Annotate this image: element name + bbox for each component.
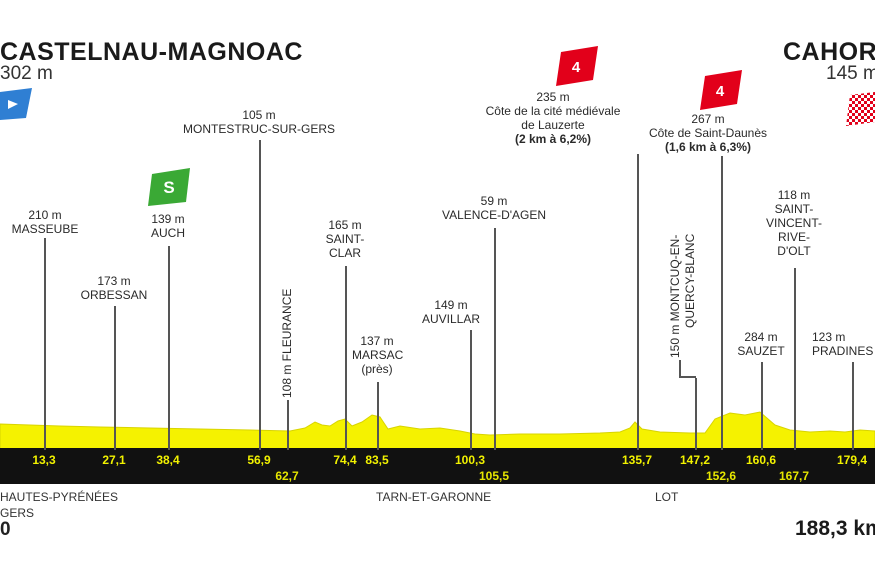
climb-cat4-badge-icon: 4	[556, 46, 598, 86]
km-marker: 38,4	[156, 453, 180, 467]
start-km: 0	[0, 519, 11, 540]
region-hautes-pyrenees: HAUTES-PYRÉNÉES	[0, 490, 119, 504]
km-marker: 100,3	[454, 453, 486, 467]
marker-line	[637, 154, 639, 450]
elevation-profile	[0, 411, 875, 451]
auch-label: 139 m AUCH	[150, 212, 185, 240]
km-marker: 83,5	[365, 453, 389, 467]
sprint-badge-icon: S	[148, 168, 190, 206]
pradines-label: 123 m PRADINES	[812, 330, 874, 358]
total-distance: 188,3 km	[795, 517, 875, 540]
montestruc-label: 105 m MONTESTRUC-SUR-GERS	[183, 108, 335, 136]
marker-line	[287, 400, 289, 450]
marker-line	[794, 268, 796, 450]
marker-line	[695, 378, 697, 450]
marker-line	[679, 360, 681, 378]
saint-daunes-label: 267 m Côte de Saint-Daunès (1,6 km à 6,3…	[648, 112, 768, 154]
km-marker: 74,4	[333, 453, 357, 467]
distance-band	[0, 448, 875, 484]
km-marker: 152,6	[705, 469, 737, 483]
region-gers: GERS	[0, 506, 35, 520]
km-marker: 56,9	[247, 453, 271, 467]
montcuq-label-1: 150 m MONTCUQ-EN-	[668, 234, 682, 358]
start-altitude: 302 m	[0, 63, 53, 84]
start-flag-icon	[0, 88, 32, 120]
marker-line	[721, 156, 723, 450]
region-lot: LOT	[655, 490, 679, 504]
montcuq-label-2: QUERCY-BLANC	[683, 233, 697, 328]
marker-line	[470, 330, 472, 450]
svg-text:4: 4	[716, 83, 725, 100]
marker-line	[168, 246, 170, 450]
sauzet-label: 284 m SAUZET	[737, 330, 785, 358]
km-marker: 27,1	[102, 453, 126, 467]
km-marker: 62,7	[275, 469, 299, 483]
marker-line	[679, 376, 696, 378]
km-marker: 135,7	[621, 453, 653, 467]
region-tarn-et-garonne: TARN-ET-GARONNE	[376, 490, 492, 504]
marker-line	[852, 362, 854, 450]
climb-cat4-badge-icon: 4	[700, 70, 742, 110]
marker-line	[377, 382, 379, 450]
saint-clar-label: 165 m SAINT- CLAR	[325, 218, 365, 260]
km-marker: 179,4	[836, 453, 868, 467]
auvillar-label: 149 m AUVILLAR	[421, 298, 481, 326]
marker-line	[44, 238, 46, 450]
svg-text:S: S	[163, 178, 174, 197]
km-marker: 105,5	[478, 469, 510, 483]
km-marker: 167,7	[778, 469, 810, 483]
marker-line	[345, 266, 347, 450]
valence-label: 59 m VALENCE-D'AGEN	[441, 194, 547, 222]
km-marker: 13,3	[32, 453, 56, 467]
svg-text:4: 4	[572, 59, 581, 76]
marsac-label: 137 m MARSAC (près)	[352, 334, 404, 376]
finish-town: CAHORS	[783, 38, 875, 66]
finish-flag-icon	[846, 92, 875, 126]
marker-line	[114, 306, 116, 450]
lauzerte-label: 235 m Côte de la cité médiévale de Lauze…	[485, 90, 621, 146]
finish-altitude: 145 m	[826, 63, 875, 84]
marker-line	[761, 362, 763, 450]
fleurance-label: 108 m FLEURANCE	[280, 288, 294, 398]
masseube-label: 210 m MASSEUBE	[11, 208, 79, 236]
saint-vincent-label: 118 m SAINT- VINCENT- RIVE- D'OLT	[765, 188, 822, 258]
km-marker: 160,6	[745, 453, 777, 467]
marker-line	[494, 228, 496, 450]
marker-line	[259, 140, 261, 450]
start-town: CASTELNAU-MAGNOAC	[0, 38, 303, 66]
orbessan-label: 173 m ORBESSAN	[80, 274, 148, 302]
km-marker: 147,2	[679, 453, 711, 467]
